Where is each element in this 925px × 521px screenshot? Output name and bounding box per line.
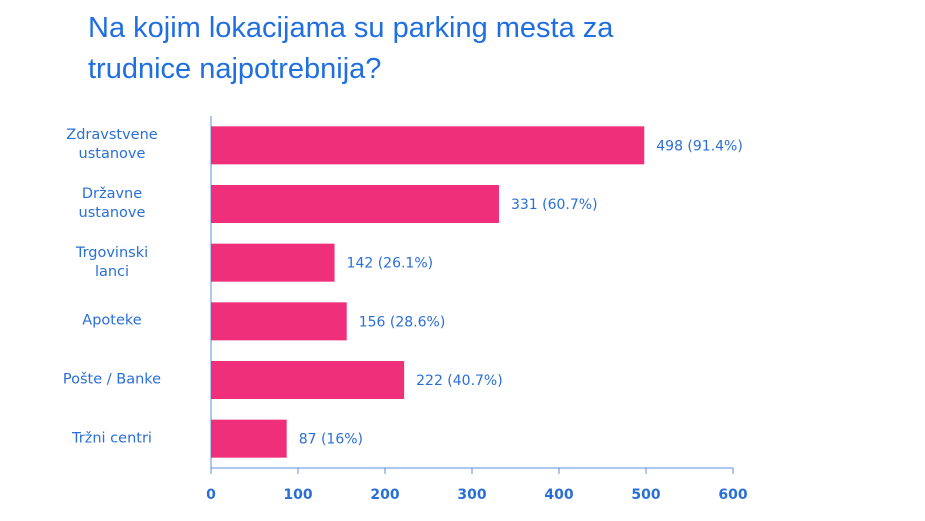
value-label: 142 (26.1%) (347, 256, 434, 272)
category-label: Tržni centri (72, 430, 152, 447)
category-label: Pošte / Banke (62, 371, 162, 388)
value-label: 498 (91.4%) (656, 138, 743, 154)
bar (211, 243, 335, 282)
x-tick-label: 200 (370, 487, 399, 503)
bar (211, 361, 405, 399)
x-tick-label: 400 (544, 487, 573, 503)
x-tick-label: 500 (631, 487, 660, 503)
category-label: Apoteke (82, 312, 142, 329)
bar (211, 185, 499, 223)
x-tick-label: 100 (283, 487, 312, 503)
category-label: Zdravstvene ustanove (66, 127, 158, 163)
category-label: Državne ustanove (78, 186, 146, 221)
bar (211, 302, 347, 341)
value-label: 156 (28.6%) (359, 314, 446, 330)
bar (211, 419, 287, 458)
x-tick-label: 0 (206, 487, 216, 503)
category-label: Trgovinski lanci (75, 244, 149, 280)
chart-title: Na kojim lokacijama su parking mesta za … (88, 12, 614, 85)
x-tick-label: 600 (718, 487, 747, 503)
bar (211, 126, 645, 165)
value-label: 331 (60.7%) (511, 197, 598, 213)
x-tick-label: 300 (457, 487, 486, 503)
value-label: 87 (16%) (299, 432, 363, 448)
value-label: 222 (40.7%) (416, 373, 503, 389)
